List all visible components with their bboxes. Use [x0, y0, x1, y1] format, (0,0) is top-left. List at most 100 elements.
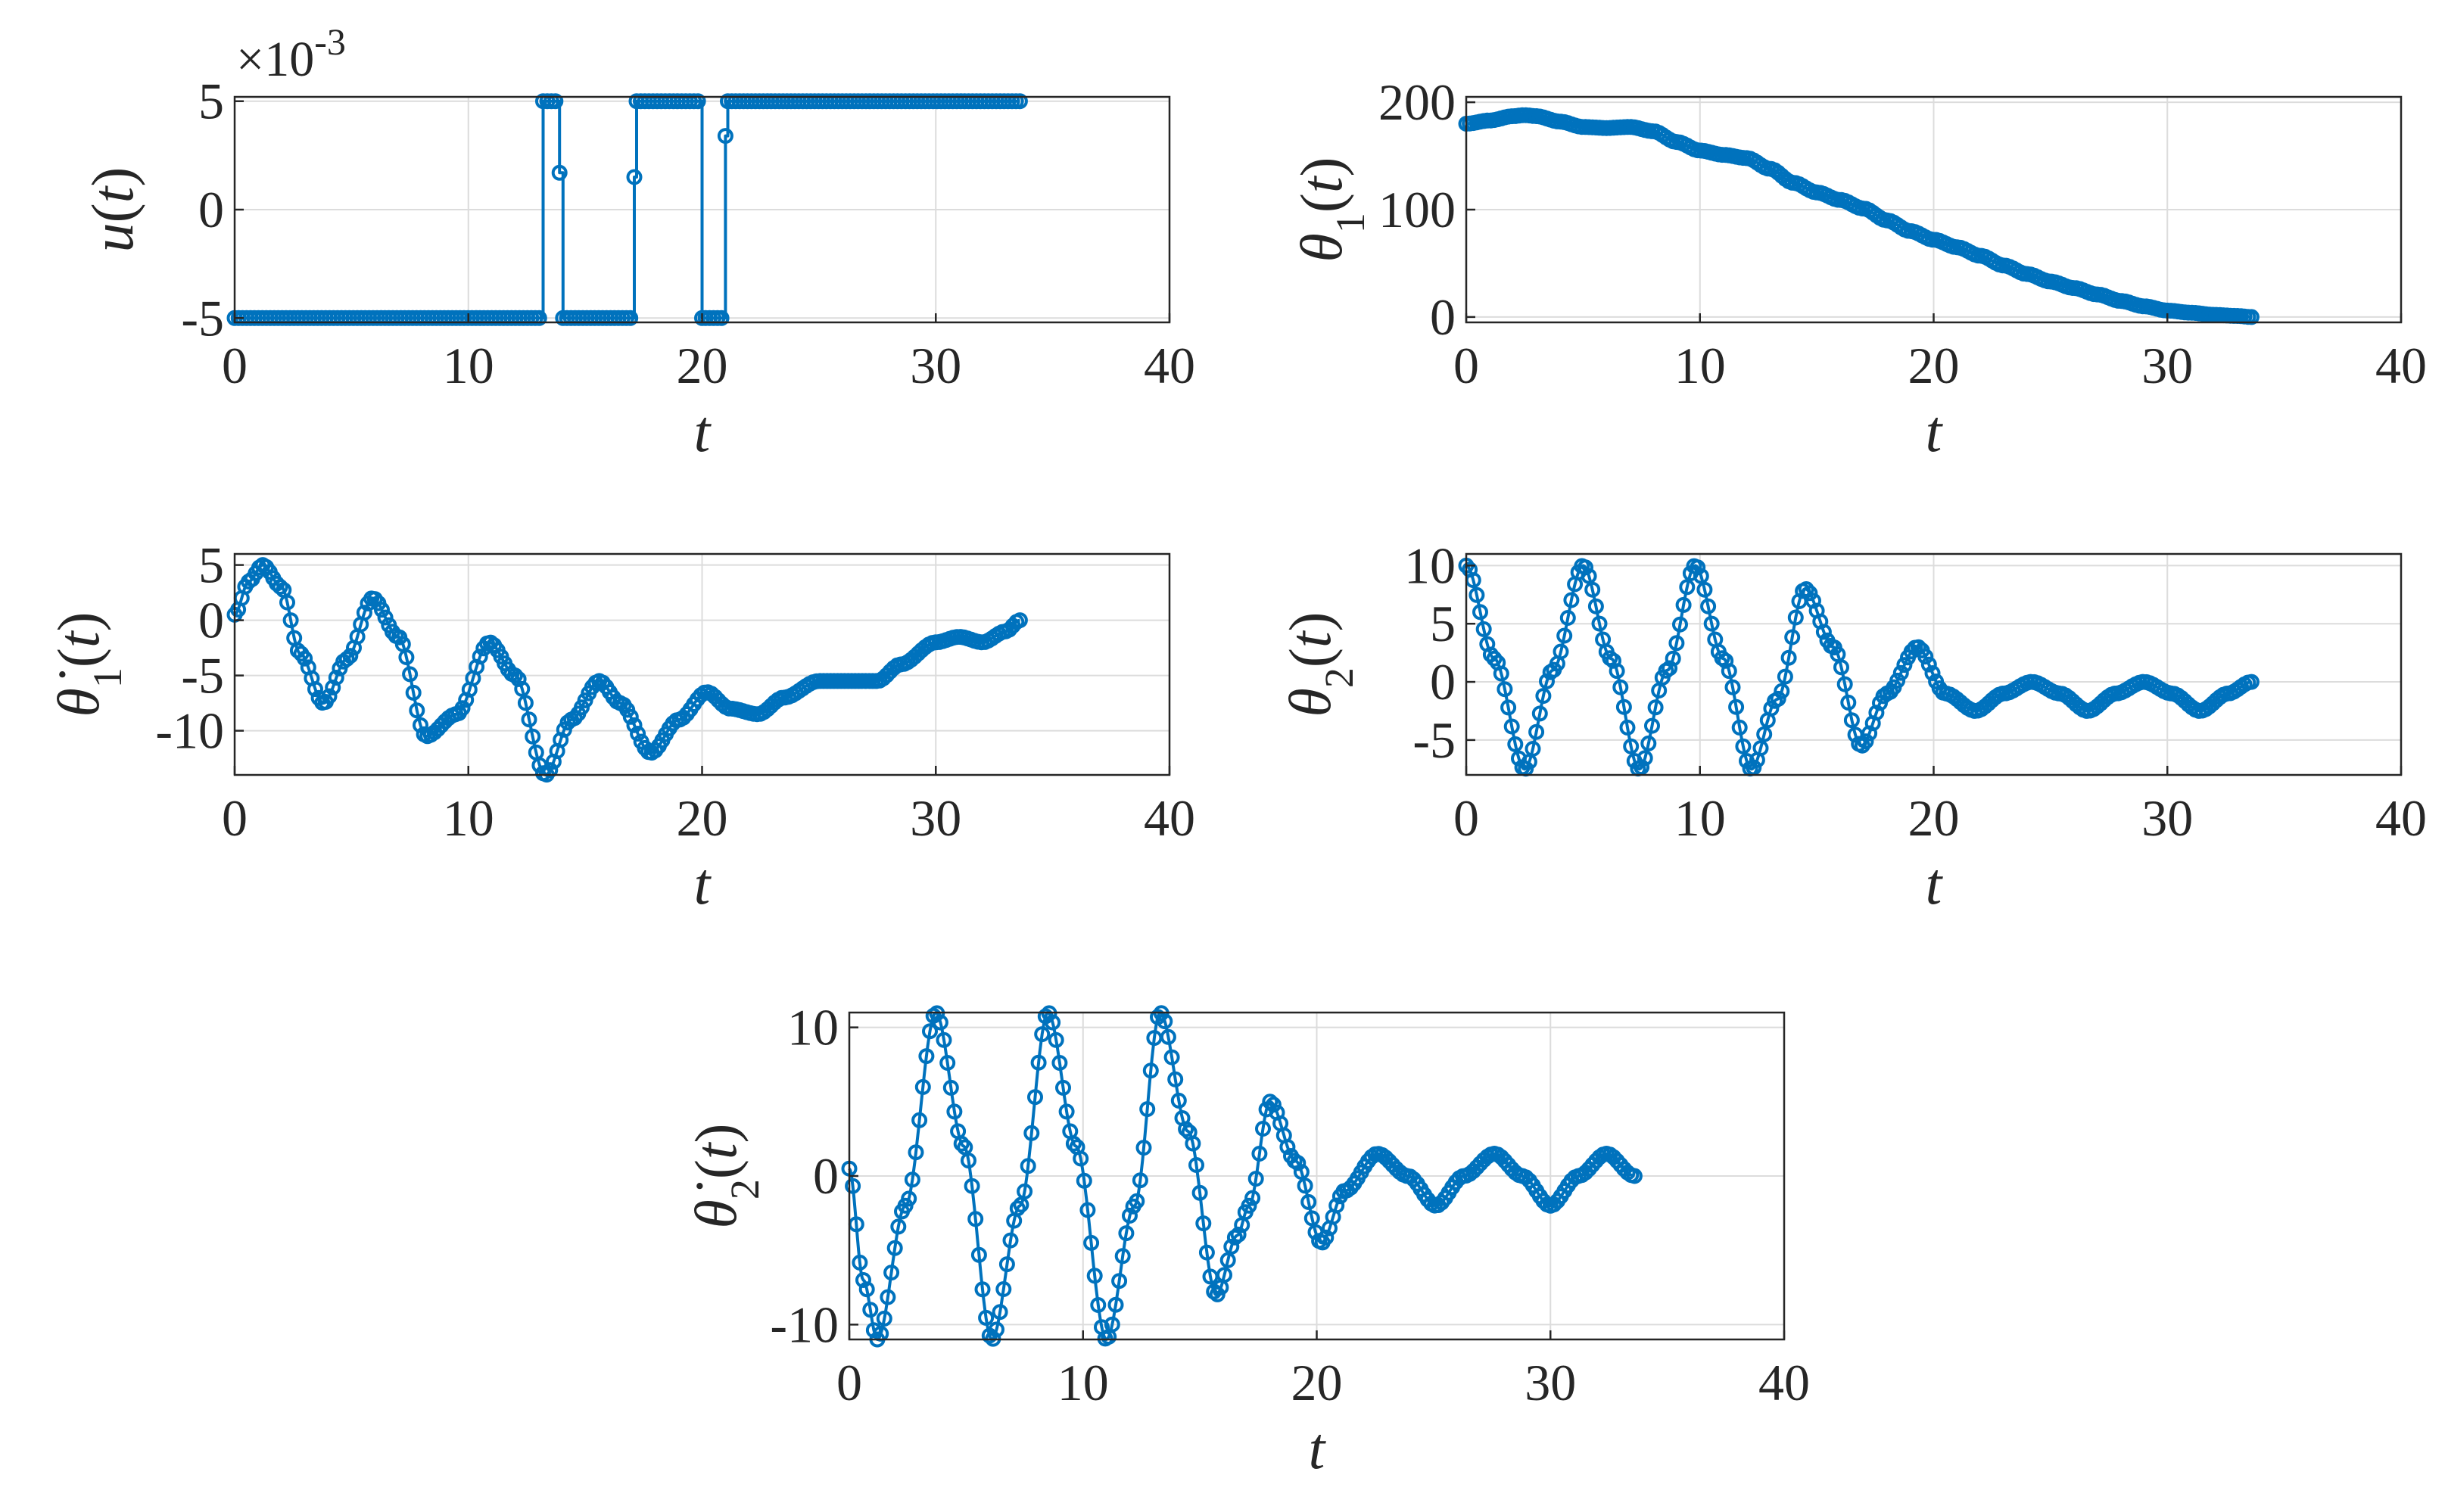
data-point [1118, 1225, 1135, 1242]
data-point [1195, 1215, 1212, 1232]
data-point [547, 93, 564, 110]
data-point [1135, 1140, 1152, 1156]
data-point [1017, 1183, 1033, 1199]
data-point [1756, 726, 1773, 742]
data-point [978, 1309, 995, 1326]
data-point [1300, 1193, 1317, 1210]
data-point [1668, 635, 1685, 652]
data-point [282, 612, 299, 629]
y-tick-label: 5 [1430, 595, 1456, 652]
data-point [517, 695, 534, 711]
data-point [342, 648, 359, 664]
data-point [1251, 1146, 1268, 1162]
data-point [1167, 1071, 1184, 1087]
y-tick-label: -5 [181, 289, 224, 347]
data-point [1662, 660, 1678, 677]
y-axis-label: θ2(t) [1277, 612, 1362, 717]
x-tick-label: 30 [1525, 1354, 1576, 1411]
data-point [989, 1321, 1004, 1338]
data-point [1114, 1248, 1131, 1265]
y-tick-label: 0 [198, 181, 224, 238]
y-tick-label: 5 [198, 73, 224, 130]
data-point [1556, 627, 1573, 644]
x-tick-label: 20 [1291, 1354, 1343, 1411]
y-tick-label: -5 [1412, 711, 1456, 769]
data-point [880, 1289, 896, 1305]
data-point [1303, 1210, 1320, 1227]
y-tick-label: 5 [198, 537, 224, 594]
data-point [901, 1190, 917, 1207]
data-point [525, 728, 541, 745]
data-point [1836, 676, 1853, 692]
data-point [992, 1304, 1008, 1321]
x-tick-label: 40 [2375, 789, 2427, 847]
data-point [1735, 738, 1752, 754]
data-point [1892, 664, 1909, 681]
data-point [1318, 1229, 1335, 1246]
data-point [630, 726, 646, 742]
data-point [1178, 1121, 1194, 1137]
data-point [1525, 741, 1541, 757]
data-point [852, 1254, 868, 1271]
series-line [235, 99, 1020, 320]
data-point [932, 1014, 948, 1031]
data-point [890, 1218, 907, 1235]
data-point [1079, 1202, 1096, 1218]
data-point [1493, 665, 1509, 682]
data-point [1244, 1190, 1261, 1206]
data-point [1045, 1014, 1061, 1031]
data-point [507, 667, 523, 684]
data-point [911, 1112, 928, 1128]
data-point [845, 1178, 861, 1194]
data-point [883, 1265, 900, 1281]
data-point [2243, 309, 2260, 325]
data-point [1577, 559, 1593, 576]
data-point [1815, 624, 1832, 640]
data-point [1644, 717, 1660, 734]
x-axis-label: t [1926, 398, 1944, 464]
data-point [2243, 674, 2260, 690]
data-point [1230, 1226, 1247, 1243]
data-point [1472, 604, 1488, 621]
data-point [1609, 663, 1625, 680]
data-point [1030, 1054, 1047, 1071]
data-point [1002, 1232, 1019, 1249]
data-point [1328, 1197, 1345, 1214]
data-point [1634, 759, 1650, 776]
data-point [1587, 598, 1604, 614]
data-point [1198, 1244, 1215, 1261]
data-point [1023, 1125, 1040, 1141]
data-point [1774, 683, 1790, 699]
y-axis-label: θ̇2(t) [683, 1124, 768, 1229]
data-point [338, 651, 355, 667]
y-axis-label: θ1(t) [1288, 157, 1373, 263]
y-tick-label: -5 [181, 647, 224, 705]
data-point [1142, 1062, 1159, 1079]
data-point [998, 1256, 1015, 1273]
data-point [531, 310, 547, 326]
series-markers [841, 1005, 1643, 1348]
data-point [1160, 1028, 1176, 1045]
data-point [542, 762, 559, 779]
data-point [1581, 568, 1597, 584]
x-axis-label: t [694, 851, 712, 916]
data-point [1535, 688, 1552, 705]
data-point [1132, 1172, 1148, 1189]
data-point [858, 1281, 875, 1298]
data-point [1129, 1193, 1145, 1209]
x-tick-label: 0 [222, 337, 248, 394]
data-point [1637, 750, 1653, 767]
data-point [1122, 1207, 1138, 1224]
x-tick-label: 40 [2375, 337, 2427, 394]
series-markers [1458, 557, 2260, 777]
x-axis-label: t [1926, 851, 1944, 916]
data-point [1034, 1026, 1051, 1043]
data-point [964, 1178, 980, 1194]
y-tick-label: -10 [155, 702, 224, 760]
data-point [1700, 598, 1717, 614]
data-point [551, 164, 568, 181]
series-markers [226, 93, 1028, 326]
y-axis-label: θ̇1(t) [45, 612, 130, 717]
data-point [1784, 629, 1801, 646]
data-point [1777, 668, 1793, 685]
